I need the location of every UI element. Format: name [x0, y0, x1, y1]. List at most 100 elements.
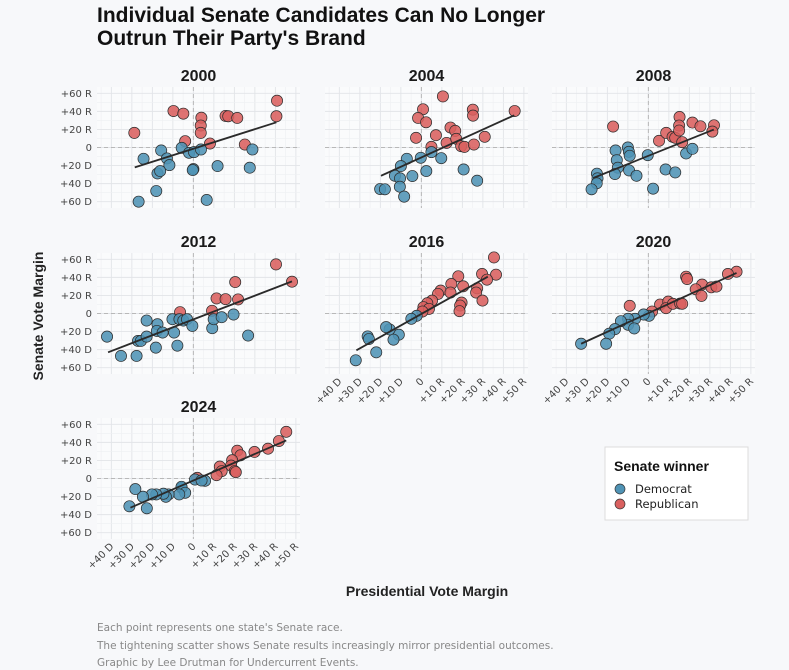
point-democrat	[129, 483, 142, 496]
x-axis-label: Presidential Vote Margin	[346, 583, 508, 599]
point-democrat	[171, 339, 184, 352]
point-republican	[681, 273, 694, 285]
point-democrat	[647, 182, 660, 195]
point-republican	[177, 107, 190, 120]
y-tick-label: +20 D	[60, 161, 92, 172]
y-tick-label: +60 D	[60, 363, 92, 374]
point-republican	[219, 293, 232, 306]
panel-2016: 2016+40 D+30 D+20 D+10 D 0+10 R+20 R+30 R…	[314, 234, 529, 407]
point-republican	[653, 134, 665, 147]
legend: Senate winner Democrat Republican	[604, 446, 749, 521]
y-tick-label: +40 R	[61, 273, 92, 284]
y-tick-label: +40 D	[60, 510, 92, 521]
y-tick-label: +60 R	[61, 420, 92, 431]
point-democrat	[215, 311, 228, 324]
point-democrat	[393, 180, 406, 193]
trend-line	[130, 439, 287, 509]
chart-title-line-1: Individual Senate Candidates Can No Long…	[97, 4, 545, 27]
y-tick-label: +40 D	[60, 179, 92, 190]
panel-2008: 2008	[552, 68, 755, 208]
legend-label-democrat: Democrat	[635, 482, 692, 496]
point-democrat	[435, 152, 448, 165]
footer-note-3: Graphic by Lee Drutman for Undercurrent …	[97, 657, 359, 669]
legend-title: Senate winner	[614, 458, 709, 474]
point-democrat	[227, 308, 240, 321]
panel-2004: 2004	[325, 68, 528, 208]
point-democrat	[457, 163, 470, 176]
point-republican	[476, 294, 489, 307]
point-republican	[128, 126, 141, 139]
point-republican	[444, 286, 457, 299]
x-tick-label: 0	[641, 376, 653, 388]
point-democrat	[140, 314, 153, 327]
panel-2000: 2000 +60 R +40 R +20 R 0 +20 D +40 D +60 D	[60, 68, 300, 208]
point-republican	[508, 105, 521, 117]
point-democrat	[349, 354, 362, 367]
x-tick-label: 0	[414, 376, 426, 388]
panel-2024: 2024+60 R+40 R+20 R0+20 D+40 D+60 D+40 D…	[60, 399, 301, 572]
y-tick-label: +20 D	[60, 492, 92, 503]
y-tick-label: +40 D	[60, 345, 92, 356]
point-republican	[467, 138, 480, 151]
trend-line	[580, 272, 737, 345]
point-democrat	[628, 322, 641, 335]
point-republican	[695, 289, 708, 302]
point-democrat	[242, 329, 255, 342]
y-tick-label: +20 R	[61, 456, 92, 467]
point-democrat	[115, 349, 127, 362]
panel-title: 2024	[181, 399, 217, 416]
y-tick-label: +40 R	[61, 438, 92, 449]
panel-2012: 2012 +60 R +40 R +20 R 0 +20 D +40 D +60 D	[60, 234, 300, 374]
point-democrat	[211, 160, 224, 173]
point-democrat	[163, 159, 176, 172]
point-democrat	[398, 190, 411, 203]
point-republican	[488, 251, 500, 264]
point-republican	[452, 270, 465, 283]
point-democrat	[370, 346, 383, 359]
point-democrat	[600, 337, 613, 350]
panel-title: 2012	[181, 234, 217, 251]
y-tick-label: +40 R	[61, 107, 92, 118]
point-republican	[229, 466, 242, 479]
point-republican	[673, 124, 686, 137]
point-republican	[467, 109, 479, 122]
point-republican	[280, 425, 293, 438]
point-republican	[194, 126, 207, 139]
point-republican	[420, 116, 433, 129]
trend-line	[107, 280, 293, 354]
point-democrat	[200, 194, 213, 206]
point-republican	[410, 131, 422, 144]
point-democrat	[101, 330, 113, 343]
legend-box	[604, 446, 749, 521]
y-tick-label: +60 D	[60, 528, 92, 539]
point-democrat	[149, 341, 162, 354]
legend-marker-republican	[614, 498, 626, 510]
y-tick-label: +60 R	[61, 89, 92, 100]
point-republican	[490, 268, 502, 281]
point-democrat	[130, 349, 143, 362]
y-tick-label: +20 R	[61, 125, 92, 136]
point-republican	[436, 90, 449, 103]
footer-note-2: The tightening scatter shows Senate resu…	[96, 640, 554, 652]
y-tick-label: +20 D	[60, 327, 92, 338]
chart-title-line-2: Outrun Their Party's Brand	[97, 27, 366, 50]
panel-title: 2016	[409, 234, 445, 251]
footer-note-1: Each point represents one state's Senate…	[97, 622, 343, 634]
point-republican	[271, 94, 283, 107]
point-republican	[270, 258, 282, 271]
panel-2020: 2020+40 D+30 D+20 D+10 D 0+10 R+20 R+30 R…	[541, 234, 756, 407]
point-democrat	[173, 488, 186, 501]
point-republican	[623, 299, 636, 312]
legend-marker-democrat	[614, 483, 626, 495]
point-republican	[694, 120, 707, 133]
point-republican	[429, 129, 442, 142]
y-tick-label: 0	[86, 143, 92, 154]
point-democrat	[243, 161, 256, 174]
point-democrat	[623, 149, 636, 162]
point-democrat	[669, 166, 682, 179]
y-tick-label: +20 R	[61, 291, 92, 302]
point-republican	[270, 110, 283, 123]
point-republican	[470, 286, 483, 299]
y-tick-label: +60 D	[60, 197, 92, 208]
